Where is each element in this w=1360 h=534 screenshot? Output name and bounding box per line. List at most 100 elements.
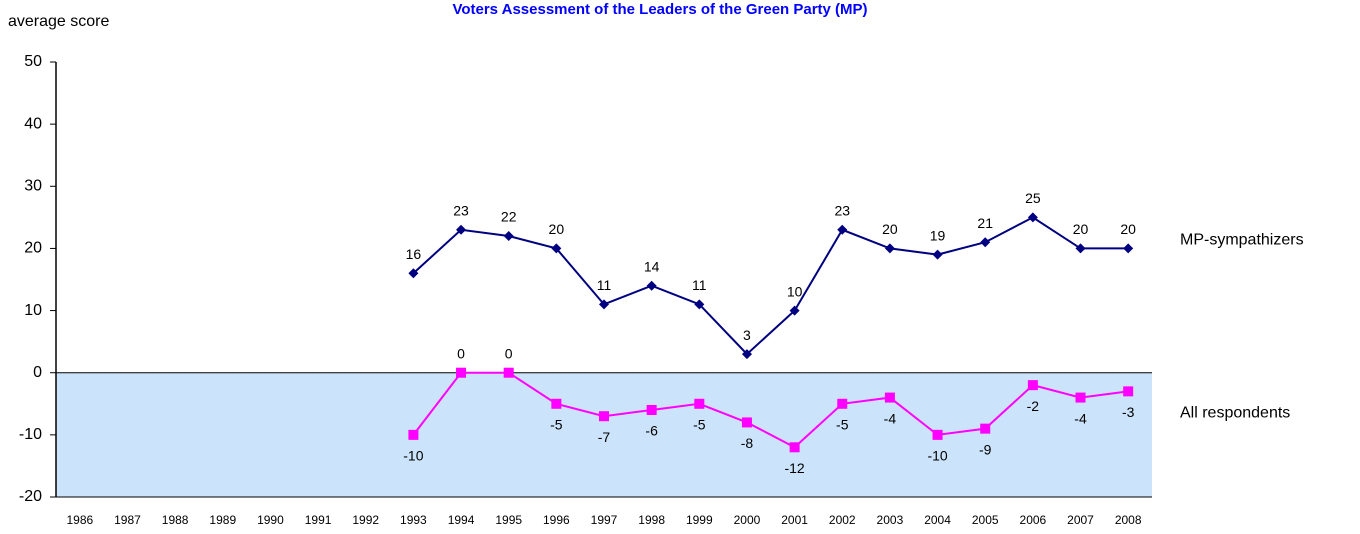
- x-tick-label: 2003: [877, 513, 904, 527]
- x-tick-label: 2004: [924, 513, 951, 527]
- y-tick-label: 50: [24, 53, 42, 70]
- marker: [1075, 243, 1086, 254]
- x-tick-label: 2005: [972, 513, 999, 527]
- x-tick-label: 2002: [829, 513, 856, 527]
- data-label: 3: [743, 327, 751, 343]
- x-tick-label: 1990: [257, 513, 284, 527]
- marker: [980, 423, 991, 434]
- data-label: 14: [644, 258, 660, 274]
- marker: [551, 398, 562, 409]
- marker: [599, 299, 609, 310]
- y-tick-label: 0: [33, 364, 42, 381]
- marker: [884, 392, 895, 403]
- series-line: [412, 216, 1129, 356]
- marker: [456, 224, 467, 235]
- x-tick-label: 1994: [448, 513, 475, 527]
- marker: [503, 231, 514, 241]
- x-tick-label: 1996: [543, 513, 570, 527]
- marker: [1123, 243, 1134, 254]
- marker: [646, 280, 657, 291]
- data-label: -5: [550, 416, 563, 432]
- data-label: -6: [645, 423, 658, 439]
- marker: [837, 398, 848, 409]
- marker: [980, 237, 991, 248]
- data-label: 20: [882, 221, 898, 237]
- data-label: 25: [1025, 190, 1041, 206]
- marker: [1027, 212, 1038, 223]
- marker: [884, 243, 895, 254]
- x-tick-label: 2008: [1115, 513, 1142, 527]
- x-tick-label: 1986: [66, 513, 93, 527]
- marker: [741, 417, 752, 428]
- data-label: 10: [787, 283, 803, 299]
- x-tick-label: 1991: [305, 513, 332, 527]
- chart-title: Voters Assessment of the Leaders of the …: [452, 1, 867, 18]
- negative-region: [56, 372, 1152, 497]
- data-label: -5: [836, 416, 849, 432]
- x-tick-label: 1997: [591, 513, 618, 527]
- x-tick-label: 1988: [162, 513, 189, 527]
- x-tick-label: 2006: [1020, 513, 1047, 527]
- x-tick-label: 2001: [781, 513, 808, 527]
- marker: [1027, 380, 1038, 391]
- data-label: -10: [403, 448, 423, 464]
- data-label: -4: [1074, 410, 1087, 426]
- marker: [646, 405, 657, 415]
- data-label: 16: [406, 246, 422, 262]
- marker: [599, 411, 609, 422]
- data-label: -8: [741, 435, 754, 451]
- x-tick-label: 1989: [209, 513, 236, 527]
- x-tick-label: 1998: [638, 513, 665, 527]
- y-tick-label: 10: [24, 302, 42, 319]
- marker: [837, 224, 848, 235]
- data-label: 23: [453, 202, 469, 218]
- data-label: -5: [693, 416, 706, 432]
- x-tick-label: 1987: [114, 513, 141, 527]
- marker: [503, 367, 514, 378]
- marker: [789, 442, 800, 453]
- series-label: MP-sympathizers: [1180, 232, 1304, 249]
- data-label: 11: [692, 277, 707, 293]
- x-tick-label: 2000: [734, 513, 761, 527]
- data-label: -12: [784, 460, 804, 476]
- x-tick-label: 2007: [1067, 513, 1094, 527]
- x-tick-label: 1999: [686, 513, 713, 527]
- y-tick-label: 40: [24, 115, 42, 132]
- data-label: 20: [1073, 221, 1089, 237]
- data-label: 0: [457, 345, 465, 361]
- marker: [551, 243, 562, 254]
- data-label: 11: [597, 277, 612, 293]
- x-tick-label: 1992: [352, 513, 379, 527]
- x-tick-label: 1993: [400, 513, 427, 527]
- data-label: -7: [598, 429, 611, 445]
- data-label: 21: [977, 215, 993, 231]
- y-axis-label: average score: [8, 13, 109, 30]
- data-label: 19: [930, 227, 946, 243]
- marker: [694, 299, 705, 310]
- data-label: 0: [505, 345, 513, 361]
- marker: [741, 349, 752, 360]
- marker: [408, 429, 419, 440]
- data-label: -2: [1027, 398, 1040, 414]
- marker: [1075, 392, 1086, 403]
- marker: [932, 249, 943, 260]
- series-label: All respondents: [1180, 405, 1290, 422]
- y-tick-label: -10: [19, 426, 42, 443]
- y-tick-label: 30: [24, 178, 42, 195]
- series-line: [412, 371, 1129, 449]
- data-label: 23: [834, 202, 850, 218]
- marker: [456, 367, 467, 378]
- y-tick-label: 20: [24, 240, 42, 257]
- marker: [408, 268, 419, 279]
- marker: [1123, 386, 1134, 397]
- marker: [789, 305, 800, 316]
- data-label: -9: [979, 441, 992, 457]
- marker: [932, 429, 943, 440]
- x-tick-label: 1995: [495, 513, 522, 527]
- data-label: 20: [1120, 221, 1136, 237]
- marker: [694, 398, 705, 409]
- y-tick-label: -20: [19, 488, 42, 505]
- data-label: 22: [501, 209, 517, 225]
